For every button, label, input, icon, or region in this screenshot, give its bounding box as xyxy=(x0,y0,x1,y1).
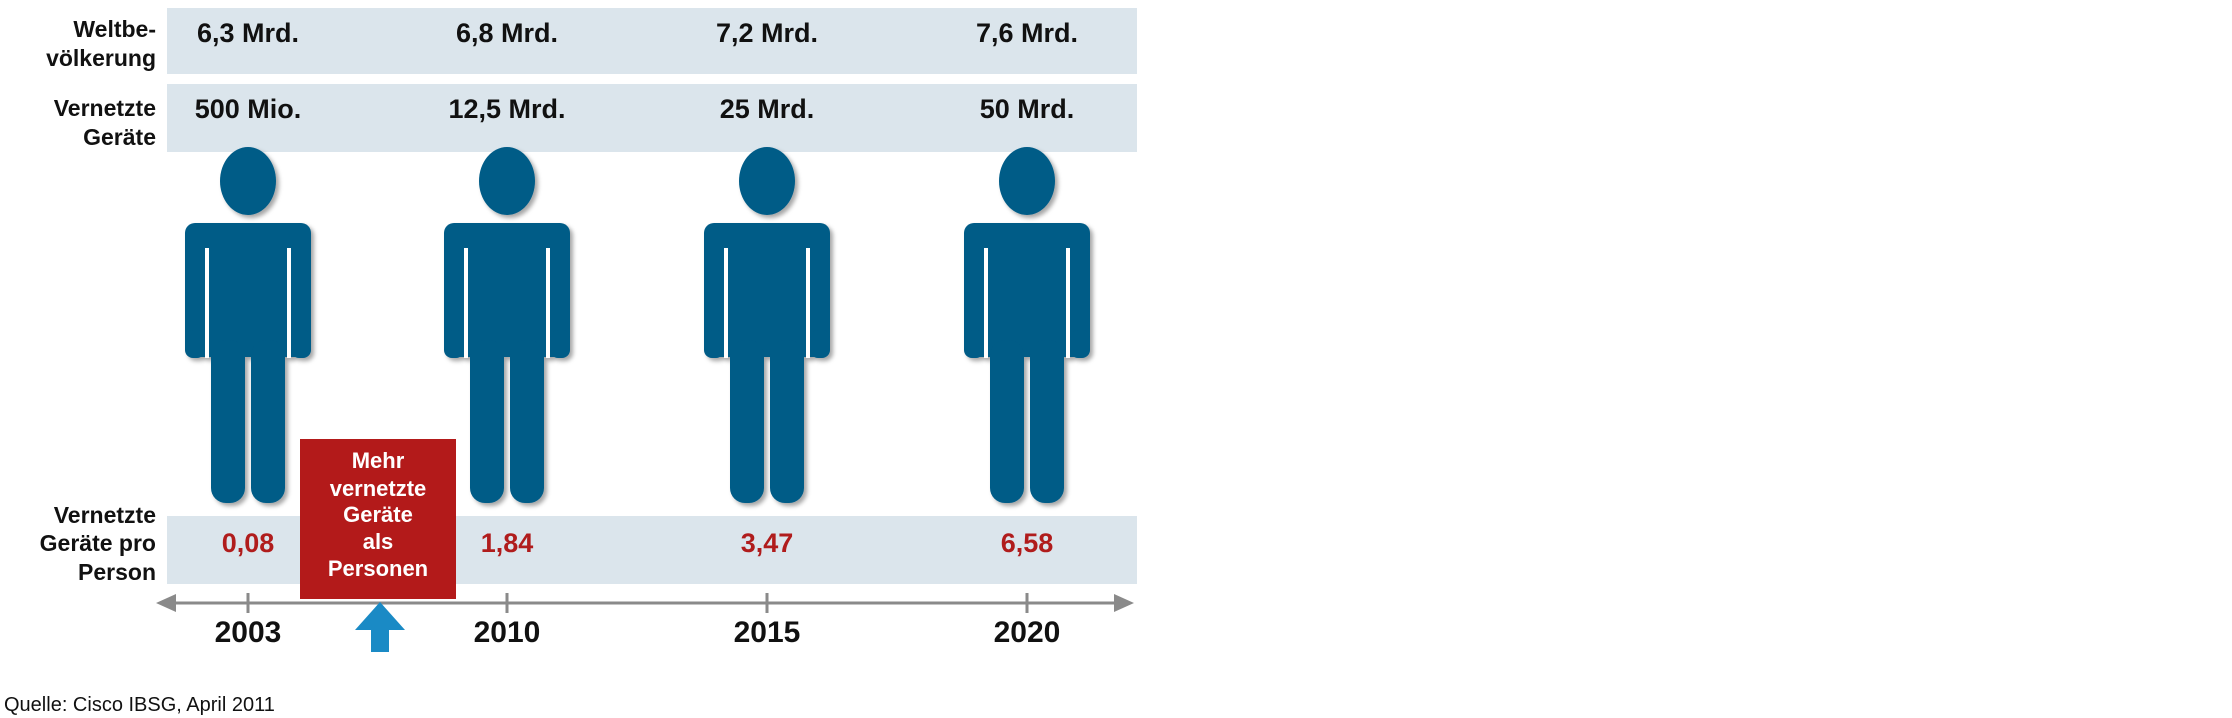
cell-r1-c1: 6,3 Mrd. xyxy=(197,18,299,48)
row-label-2-line-1: Vernetzte xyxy=(54,95,156,121)
person-head xyxy=(739,147,795,215)
band-row-2 xyxy=(167,84,1137,152)
callout-line-3: Geräte xyxy=(343,502,413,527)
row-label-3-line-1: Vernetzte xyxy=(54,502,156,528)
person-leg-right xyxy=(770,340,804,503)
person-head xyxy=(220,147,276,215)
person-leg-right xyxy=(251,340,285,503)
row-label-1-line-2: völkerung xyxy=(46,45,156,71)
arm-gap-right xyxy=(806,248,810,358)
person-icon xyxy=(964,147,1090,503)
row-label-3-line-3: Person xyxy=(78,559,156,585)
person-arm-left xyxy=(185,330,205,358)
arm-gap-right xyxy=(287,248,291,358)
cell-r3-c3: 3,47 xyxy=(741,528,794,558)
cell-r2-c3: 25 Mrd. xyxy=(720,94,815,124)
row-label-3-line-2: Geräte pro xyxy=(40,530,156,556)
axis-arrow-right xyxy=(1114,594,1134,612)
person-head xyxy=(479,147,535,215)
cell-r3-c2: 1,84 xyxy=(481,528,534,558)
person-icon xyxy=(185,147,311,503)
person-arm-left xyxy=(704,330,724,358)
person-arm-right xyxy=(291,330,311,358)
row-label-2-line-2: Geräte xyxy=(83,124,156,150)
band-row-1 xyxy=(167,8,1137,74)
arm-gap-right xyxy=(1066,248,1070,358)
person-body xyxy=(704,223,830,357)
person-leg-left xyxy=(730,340,764,503)
person-figures xyxy=(185,147,1090,503)
arm-gap-left xyxy=(464,248,468,358)
year-label-2020: 2020 xyxy=(994,616,1061,649)
cell-r3-c1: 0,08 xyxy=(222,528,275,558)
callout-line-5: Personen xyxy=(328,556,428,581)
cell-r2-c2: 12,5 Mrd. xyxy=(448,94,565,124)
up-arrow-icon xyxy=(355,602,405,652)
person-leg-left xyxy=(470,340,504,503)
person-arm-right xyxy=(550,330,570,358)
person-body xyxy=(964,223,1090,357)
year-label-2010: 2010 xyxy=(474,616,541,649)
person-leg-right xyxy=(510,340,544,503)
row-labels: Weltbe-völkerung Vernetzte Geräte Vernetzte… xyxy=(40,16,156,585)
callout-line-2: vernetzte xyxy=(330,476,427,501)
callout-box xyxy=(300,439,456,599)
arm-gap-left xyxy=(205,248,209,358)
table-cells: 6,3 Mrd. 6,8 Mrd. 7,2 Mrd. 7,6 Mrd. 500 Mio.… xyxy=(195,18,1078,558)
person-leg-left xyxy=(990,340,1024,503)
person-icon xyxy=(444,147,570,503)
source-note: Quelle: Cisco IBSG, April 2011 xyxy=(4,694,275,716)
person-icon xyxy=(704,147,830,503)
person-arm-right xyxy=(1070,330,1090,358)
cell-r1-c4: 7,6 Mrd. xyxy=(976,18,1078,48)
person-body xyxy=(444,223,570,357)
cell-r3-c4: 6,58 xyxy=(1001,528,1054,558)
callout-line-4: als xyxy=(363,529,394,554)
axis-arrow-left xyxy=(156,594,176,612)
cell-r2-c4: 50 Mrd. xyxy=(980,94,1075,124)
cell-r2-c1: 500 Mio. xyxy=(195,94,302,124)
arm-gap-left xyxy=(984,248,988,358)
year-label-2003: 2003 xyxy=(215,616,282,649)
year-label-2015: 2015 xyxy=(734,616,801,649)
person-leg-left xyxy=(211,340,245,503)
cell-r1-c2: 6,8 Mrd. xyxy=(456,18,558,48)
arm-gap-left xyxy=(724,248,728,358)
person-arm-left xyxy=(444,330,464,358)
callout-line-1: Mehr xyxy=(352,448,405,473)
row-label-1-line-1: Weltbe- xyxy=(73,16,156,42)
person-arm-right xyxy=(810,330,830,358)
person-arm-left xyxy=(964,330,984,358)
person-leg-right xyxy=(1030,340,1064,503)
person-body xyxy=(185,223,311,357)
cell-r1-c3: 7,2 Mrd. xyxy=(716,18,818,48)
timeline-axis: 2003 2010 2015 2020 xyxy=(156,593,1134,649)
arm-gap-right xyxy=(546,248,550,358)
person-head xyxy=(999,147,1055,215)
